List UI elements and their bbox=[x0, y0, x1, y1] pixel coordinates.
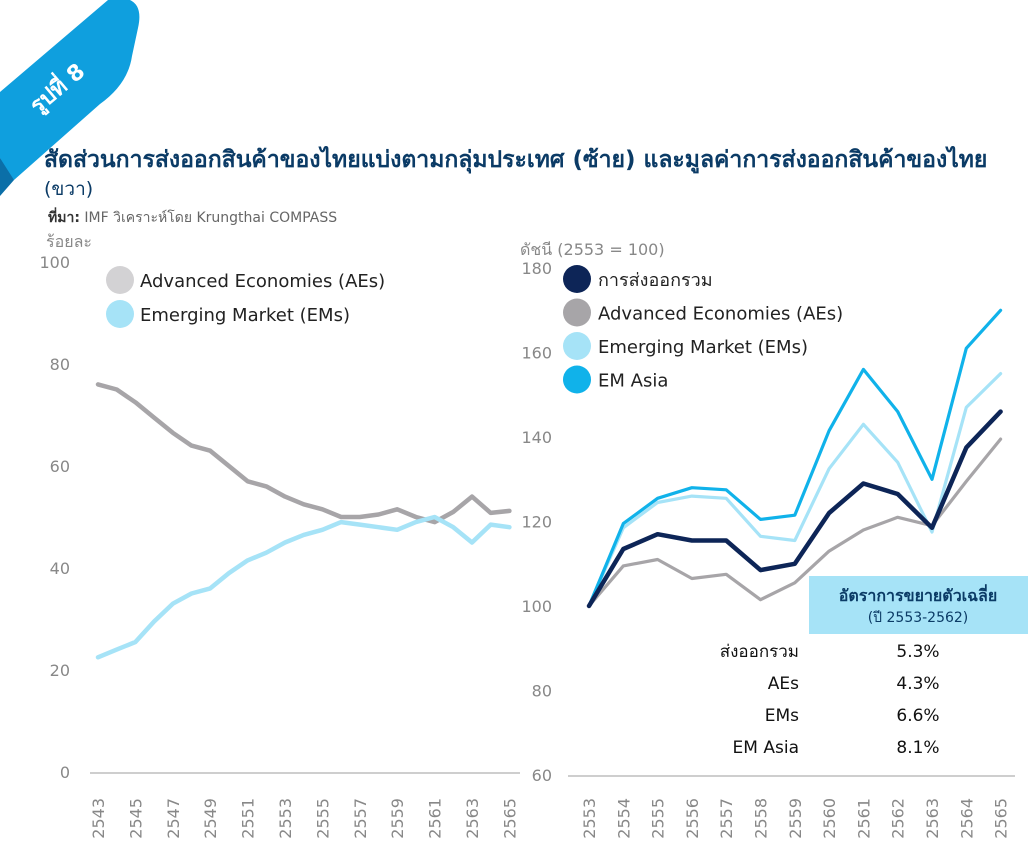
left-x-tick-label: 2551 bbox=[239, 798, 258, 839]
left-legend-swatch bbox=[106, 266, 134, 294]
right-x-tick-label: 2561 bbox=[854, 798, 873, 839]
right-y-tick-label: 120 bbox=[521, 513, 552, 532]
growth-table-title: อัตราการขยายตัวเฉลี่ย bbox=[839, 584, 997, 605]
left-x-tick-label: 2545 bbox=[126, 798, 145, 839]
left-x-tick-label: 2549 bbox=[201, 798, 220, 839]
badge-ribbon bbox=[0, 0, 140, 180]
growth-table-row-value: 4.3% bbox=[896, 674, 939, 694]
right-y-tick-label: 140 bbox=[521, 428, 552, 447]
left-y-tick-label: 20 bbox=[50, 661, 70, 680]
right-legend-swatch bbox=[563, 265, 591, 293]
growth-table-row-value: 5.3% bbox=[896, 642, 939, 662]
left-y-tick-label: 0 bbox=[60, 763, 70, 782]
right-legend-label: Emerging Market (EMs) bbox=[598, 337, 808, 358]
right-y-tick-label: 60 bbox=[532, 766, 552, 785]
figure-title-main: สัดส่วนการส่งออกสินค้าของไทยแบ่งตามกลุ่ม… bbox=[44, 147, 988, 173]
growth-table-row-label: EM Asia bbox=[733, 738, 799, 758]
right-x-tick-label: 2564 bbox=[957, 798, 976, 839]
right-legend-swatch bbox=[563, 298, 591, 327]
growth-table-row-label: AEs bbox=[768, 674, 799, 694]
left-y-tick-label: 60 bbox=[50, 457, 70, 476]
left-x-tick-label: 2543 bbox=[89, 798, 108, 839]
left-series-line-ems bbox=[95, 514, 512, 660]
left-x-tick-label: 2559 bbox=[388, 798, 407, 839]
right-series-line-em-asia bbox=[587, 308, 1003, 608]
left-y-tick-label: 40 bbox=[50, 559, 70, 578]
right-x-tick-label: 2559 bbox=[786, 798, 805, 839]
growth-table-header-box bbox=[809, 576, 1028, 634]
right-x-tick-label: 2555 bbox=[649, 798, 668, 839]
left-series-line-aes bbox=[95, 382, 512, 525]
right-legend-swatch bbox=[563, 365, 591, 394]
right-y-tick-label: 180 bbox=[521, 259, 552, 278]
growth-table-row-label: EMs bbox=[765, 706, 799, 726]
right-x-tick-label: 2565 bbox=[992, 798, 1011, 839]
right-series-line-ems bbox=[587, 372, 1003, 608]
right-x-tick-label: 2558 bbox=[752, 798, 771, 839]
right-y-tick-label: 160 bbox=[521, 344, 552, 363]
figure-title: สัดส่วนการส่งออกสินค้าของไทยแบ่งตามกลุ่ม… bbox=[44, 146, 1004, 203]
left-y-tick-label: 80 bbox=[50, 355, 70, 374]
right-legend-label: EM Asia bbox=[598, 371, 668, 392]
right-legend-swatch bbox=[563, 332, 591, 360]
left-x-tick-label: 2565 bbox=[500, 798, 519, 839]
right-x-tick-label: 2562 bbox=[889, 798, 908, 839]
left-x-tick-label: 2561 bbox=[426, 798, 445, 839]
left-y-tick-label: 100 bbox=[39, 253, 70, 272]
left-legend-label: Advanced Economies (AEs) bbox=[140, 271, 385, 292]
left-x-tick-label: 2555 bbox=[313, 798, 332, 839]
left-x-tick-label: 2563 bbox=[463, 798, 482, 839]
left-x-tick-label: 2553 bbox=[276, 798, 295, 839]
left-x-tick-label: 2557 bbox=[351, 798, 370, 839]
left-legend-swatch bbox=[106, 300, 134, 328]
right-y-tick-label: 80 bbox=[532, 682, 552, 701]
left-x-tick-label: 2547 bbox=[164, 798, 183, 839]
badge-fold bbox=[0, 158, 14, 196]
right-legend-label: Advanced Economies (AEs) bbox=[598, 304, 843, 325]
right-x-tick-label: 2560 bbox=[820, 798, 839, 839]
right-y-tick-label: 100 bbox=[521, 597, 552, 616]
growth-table-row-value: 8.1% bbox=[896, 738, 939, 758]
right-x-tick-label: 2563 bbox=[923, 798, 942, 839]
right-x-tick-label: 2553 bbox=[580, 798, 599, 839]
growth-table-row-label: ส่งออกรวม bbox=[720, 642, 799, 662]
growth-table-subtitle: (ปี 2553-2562) bbox=[868, 610, 969, 626]
figure-title-suffix: (ขวา) bbox=[44, 178, 94, 200]
figure-badge: รูปที่ 8 bbox=[0, 0, 140, 196]
right-series-line-total bbox=[586, 409, 1003, 609]
source-text: IMF วิเคราะห์โดย Krungthai COMPASS bbox=[84, 210, 338, 226]
right-x-tick-label: 2557 bbox=[717, 798, 736, 839]
right-legend-label: การส่งออกรวม bbox=[598, 270, 713, 291]
source-label: ที่มา: bbox=[48, 210, 80, 226]
source-note: ที่มา: IMF วิเคราะห์โดย Krungthai COMPAS… bbox=[48, 207, 337, 229]
right-y-axis-label: ดัชนี (2553 = 100) bbox=[520, 240, 665, 259]
right-x-tick-label: 2554 bbox=[614, 798, 633, 839]
right-x-tick-label: 2556 bbox=[683, 798, 702, 839]
growth-table-row-value: 6.6% bbox=[896, 706, 939, 726]
left-legend-label: Emerging Market (EMs) bbox=[140, 305, 350, 326]
left-y-axis-label: ร้อยละ bbox=[46, 232, 92, 251]
